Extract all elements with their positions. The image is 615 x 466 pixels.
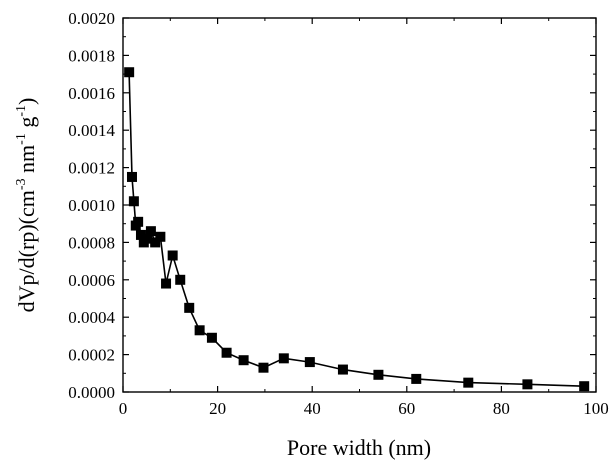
data-point [206, 332, 217, 343]
y-tick-label: 0.0006 [68, 271, 115, 290]
y-axis-title-sup1: -3 [14, 178, 29, 190]
data-point [126, 171, 137, 182]
x-tick-label: 80 [493, 399, 510, 418]
y-axis-title-main: dVp/d(rp)(cm [14, 190, 39, 312]
y-tick-label: 0.0008 [68, 233, 115, 252]
plot-frame [122, 17, 597, 393]
y-axis-ticks: 0.0000 0.0002 0.0004 0.0006 0.0008 0.0010 0.00… [68, 9, 596, 402]
data-point [161, 278, 172, 289]
y-tick-label: 0.0004 [68, 308, 115, 327]
data-point [522, 379, 533, 390]
data-point [150, 237, 161, 248]
data-point [579, 381, 590, 392]
data-point [167, 250, 178, 261]
y-tick-label: 0.0012 [68, 159, 115, 178]
y-axis-title-mid2: g [14, 117, 39, 134]
y-tick-label: 0.0020 [68, 9, 115, 28]
data-point [175, 274, 186, 285]
data-point [128, 196, 139, 207]
data-point [411, 373, 422, 384]
data-point [221, 347, 232, 358]
data-point [184, 302, 195, 313]
data-point [463, 377, 474, 388]
x-tick-label: 0 [119, 399, 128, 418]
series-layer [124, 67, 590, 392]
data-point [304, 357, 315, 368]
x-axis-ticks: 0 20 40 60 80 100 [119, 18, 609, 418]
data-point [133, 216, 144, 227]
data-point [135, 229, 146, 240]
x-tick-label: 20 [209, 399, 226, 418]
y-tick-label: 0.0010 [68, 196, 115, 215]
data-point [124, 67, 135, 78]
x-tick-label: 100 [583, 399, 609, 418]
y-tick-label: 0.0000 [68, 383, 115, 402]
data-point [278, 353, 289, 364]
y-tick-label: 0.0002 [68, 346, 115, 365]
y-tick-label: 0.0018 [68, 46, 115, 65]
x-axis-title: Pore width (nm) [287, 435, 431, 460]
y-axis-title-mid: nm [14, 145, 39, 179]
data-point [155, 231, 166, 242]
y-axis-title-sup3: -1 [14, 105, 29, 117]
data-point [145, 226, 156, 237]
data-point [337, 364, 348, 375]
x-tick-label: 40 [304, 399, 321, 418]
data-point [194, 325, 205, 336]
y-axis-title-end: ) [14, 98, 39, 105]
y-axis-title-sup2: -1 [14, 133, 29, 145]
data-point [258, 362, 269, 373]
data-point [238, 355, 249, 366]
y-axis-title: dVp/d(rp)(cm-3 nm-1 g-1) [14, 98, 39, 313]
data-point [142, 233, 153, 244]
series-line [128, 72, 585, 387]
x-tick-label: 60 [398, 399, 415, 418]
data-point [373, 369, 384, 380]
y-tick-label: 0.0016 [68, 84, 115, 103]
y-tick-label: 0.0014 [68, 121, 115, 140]
